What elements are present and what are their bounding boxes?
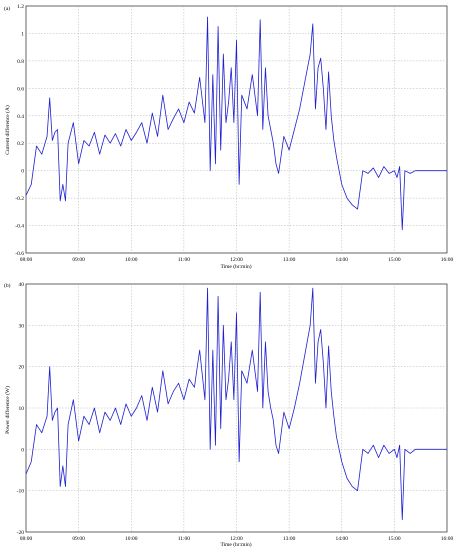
panel-b-y-tick-labels: -20 -10 0 10 20 30 40: [17, 282, 25, 536]
y-tick-label: -20: [17, 530, 25, 536]
x-tick-label: 13:00: [283, 257, 296, 263]
panel-a-label: (a): [4, 5, 10, 12]
x-tick-label: 16:00: [441, 257, 454, 263]
y-tick-label: -0.6: [15, 251, 24, 257]
panel-b-power-difference: (b) -20 -10 0 10 20 30 40 08:00 09:00 10:00 11:00…: [4, 282, 454, 548]
y-tick-label: 0.4: [17, 114, 24, 120]
panel-b-x-tick-labels: 08:00 09:00 10:00 11:00 12:00 13:00 14:00 15:00…: [20, 536, 454, 542]
y-tick-label: -0.4: [15, 224, 24, 230]
x-tick-label: 13:00: [283, 536, 296, 542]
x-tick-label: 14:00: [335, 536, 348, 542]
y-tick-label: 10: [19, 406, 25, 412]
x-tick-label: 12:00: [230, 536, 243, 542]
y-tick-label: -0.2: [15, 196, 24, 202]
panel-a-series-line: [25, 16, 447, 231]
y-tick-label: 40: [19, 282, 25, 288]
x-tick-label: 11:00: [178, 257, 191, 263]
y-tick-label: 1: [21, 31, 24, 37]
x-tick-label: 09:00: [72, 257, 85, 263]
panel-a-x-axis-label: Time (hr:min): [220, 263, 251, 270]
x-tick-label: 16:00: [441, 536, 454, 542]
y-tick-label: -10: [17, 489, 25, 495]
y-tick-label: 1.2: [17, 4, 24, 10]
panel-a-x-tick-labels: 08:00 09:00 10:00 11:00 12:00 13:00 14:00 15:00…: [20, 257, 454, 263]
y-tick-label: 0.2: [17, 141, 24, 147]
x-tick-label: 12:00: [230, 257, 243, 263]
x-tick-label: 10:00: [125, 536, 138, 542]
y-tick-label: 30: [19, 323, 25, 329]
x-tick-label: 14:00: [335, 257, 348, 263]
panel-a-current-difference: (a) -0.6-0.4-0.200.20.40.60.811.2 08:00 0…: [4, 4, 454, 270]
panel-b-x-axis-label: Time (hr:min): [220, 541, 251, 548]
y-tick-label: 0: [21, 447, 24, 453]
panel-b-y-axis-label: Power difference (W): [4, 386, 11, 434]
x-tick-label: 09:00: [72, 536, 85, 542]
y-tick-label: 20: [19, 365, 25, 371]
x-tick-label: 15:00: [388, 257, 401, 263]
y-tick-label: 0.8: [17, 59, 24, 65]
x-tick-label: 15:00: [388, 536, 401, 542]
panel-a-y-tick-labels: -0.6 -0.4 -0.2 0 0.2 0.4 0.6 0.8 1 1.2: [15, 4, 24, 257]
x-tick-label: 08:00: [20, 257, 33, 263]
panel-b-series-line: [25, 287, 447, 520]
x-tick-label: 08:00: [20, 536, 33, 542]
panel-a-grid: [26, 6, 447, 253]
x-tick-label: 10:00: [125, 257, 138, 263]
panel-b-label: (b): [4, 282, 11, 289]
x-tick-label: 11:00: [178, 536, 191, 542]
y-tick-label: 0: [21, 169, 24, 175]
y-tick-label: 0.6: [17, 86, 24, 92]
panel-a-y-axis-label: Current difference (A): [4, 105, 11, 155]
